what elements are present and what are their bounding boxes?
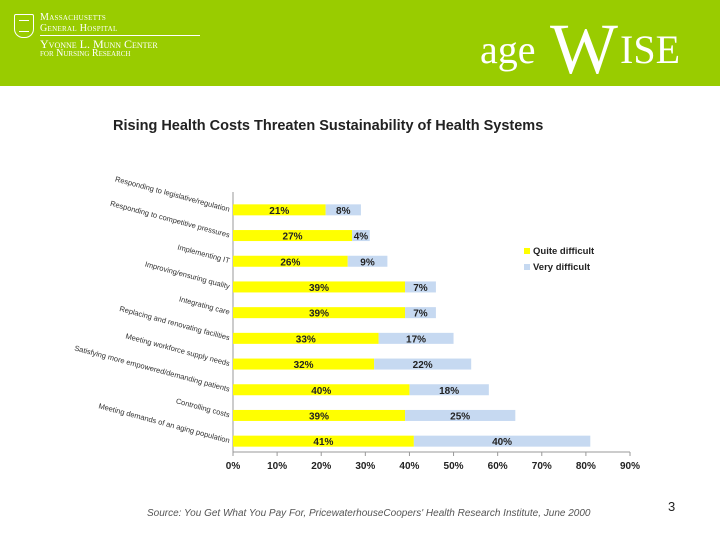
bar-very-difficult — [378, 332, 454, 344]
data-label-quite: 26% — [280, 257, 300, 268]
data-label-quite: 40% — [311, 386, 331, 397]
page-number: 3 — [668, 499, 676, 514]
legend-label: Quite difficult — [533, 246, 595, 257]
category-label: Implementing IT — [177, 243, 232, 266]
data-label-very: 7% — [413, 283, 428, 294]
x-tick-label: 50% — [444, 461, 464, 472]
bar-quite-difficult — [233, 281, 406, 293]
bar-very-difficult — [325, 204, 361, 216]
data-label-very: 22% — [413, 360, 433, 371]
data-label-quite: 21% — [269, 206, 289, 217]
data-label-quite: 41% — [313, 437, 333, 448]
x-tick-label: 40% — [399, 461, 419, 472]
data-label-very: 4% — [354, 232, 369, 243]
x-tick-label: 30% — [355, 461, 375, 472]
bar-quite-difficult — [233, 409, 406, 421]
bar-very-difficult — [409, 384, 489, 396]
chart-title: Rising Health Costs Threaten Sustainabil… — [113, 118, 544, 134]
bar-quite-difficult — [233, 255, 348, 267]
bar-quite-difficult — [233, 204, 326, 216]
mgh-name-line1: Massachusetts — [40, 12, 107, 23]
x-tick-label: 0% — [226, 461, 241, 472]
bar-very-difficult — [405, 409, 516, 421]
bar-quite-difficult — [233, 230, 353, 242]
agewise-logo: age W ISE — [480, 9, 680, 78]
bar-quite-difficult — [233, 332, 379, 344]
logo-ise: ISE — [620, 27, 680, 72]
munn-center-line1: Yvonne L. Munn Center — [40, 37, 158, 51]
x-tick-label: 10% — [267, 461, 287, 472]
munn-center-line2: for Nursing Research — [40, 48, 131, 59]
bar-quite-difficult — [233, 358, 375, 370]
source-note: Source: You Get What You Pay For, Pricew… — [147, 508, 591, 519]
category-label: Integrating care — [178, 294, 231, 316]
bar-quite-difficult — [233, 307, 406, 319]
category-label: Improving/ensuring quality — [144, 260, 231, 291]
mgh-divider — [40, 35, 200, 36]
data-label-quite: 32% — [294, 360, 314, 371]
data-label-very: 18% — [439, 386, 459, 397]
bar-very-difficult — [347, 255, 388, 267]
x-tick-label: 70% — [532, 461, 552, 472]
data-label-very: 8% — [336, 206, 351, 217]
data-label-very: 9% — [360, 257, 375, 268]
bar-very-difficult — [374, 358, 472, 370]
mgh-shield-icon — [14, 14, 34, 38]
header-banner: Massachusetts General Hospital Yvonne L.… — [0, 0, 720, 86]
x-tick-label: 80% — [576, 461, 596, 472]
bar-very-difficult — [405, 281, 436, 293]
mgh-name-line2: General Hospital — [40, 23, 118, 34]
data-label-very: 7% — [413, 309, 428, 320]
category-label: Satisfying more empowered/demanding pati… — [73, 343, 231, 393]
data-label-quite: 33% — [296, 334, 316, 345]
bar-quite-difficult — [233, 435, 414, 447]
data-label-quite: 39% — [309, 309, 329, 320]
data-label-very: 40% — [492, 437, 512, 448]
x-tick-label: 90% — [620, 461, 640, 472]
bar-very-difficult — [405, 307, 436, 319]
data-label-very: 17% — [406, 334, 426, 345]
bar-quite-difficult — [233, 384, 410, 396]
bar-very-difficult — [352, 230, 370, 242]
x-tick-label: 60% — [488, 461, 508, 472]
bar-very-difficult — [413, 435, 591, 447]
legend-swatch — [524, 248, 530, 254]
x-tick-label: 20% — [311, 461, 331, 472]
category-label: Controlling costs — [175, 396, 231, 419]
legend-label: Very difficult — [533, 262, 591, 273]
data-label-quite: 27% — [283, 232, 303, 243]
logo-age: age — [480, 27, 536, 72]
data-label-quite: 39% — [309, 283, 329, 294]
logo-w: W — [550, 9, 618, 78]
data-label-quite: 39% — [309, 411, 329, 422]
legend-swatch — [524, 264, 530, 270]
data-label-very: 25% — [450, 411, 470, 422]
